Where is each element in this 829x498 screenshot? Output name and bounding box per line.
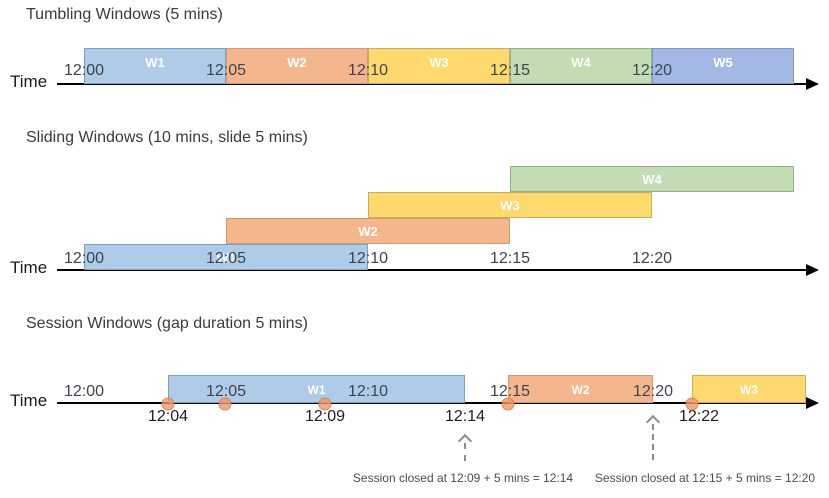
tumbling-timeline-arrowhead-icon	[806, 78, 819, 90]
event-time-label: 12:22	[678, 408, 720, 425]
event-time-label: 12:04	[147, 408, 189, 425]
window-label: W5	[713, 55, 733, 70]
window-label: W2	[358, 223, 378, 239]
window-label: W3	[500, 197, 520, 213]
window-label: W1	[307, 383, 326, 397]
sliding-timeline-arrowhead-icon	[806, 264, 819, 276]
arrow-stem	[464, 443, 466, 461]
tick-label: 12:20	[632, 383, 674, 400]
arrowhead	[645, 414, 661, 430]
window-label: W2	[287, 55, 307, 70]
event-dot	[161, 397, 175, 411]
tumbling-window-w4: W4	[510, 48, 652, 84]
window-label: W1	[145, 55, 165, 70]
sliding-window-w4: W4	[510, 166, 794, 192]
tick-label: 12:05	[205, 250, 247, 267]
sliding-window-w2: W2	[226, 218, 510, 244]
sliding-window-w3: W3	[368, 192, 652, 218]
event-dot	[318, 397, 332, 411]
tick-label: 12:15	[489, 62, 531, 79]
tumbling-timeline	[57, 83, 808, 85]
sliding-timeline	[57, 269, 808, 271]
tumbling-window-w3: W3	[368, 48, 510, 84]
arrowhead	[457, 433, 473, 449]
session-timeline	[57, 402, 808, 404]
tick-label: 12:00	[63, 62, 105, 79]
tick-label: 12:05	[205, 62, 247, 79]
arrow-stem	[652, 424, 654, 460]
event-dot	[218, 397, 232, 411]
tick-label: 12:10	[347, 383, 389, 400]
sliding-section-title: Sliding Windows (10 mins, slide 5 mins)	[26, 129, 308, 146]
session-timeline-arrowhead-icon	[806, 397, 819, 409]
window-label: W2	[571, 383, 590, 397]
tumbling-window-w2: W2	[226, 48, 368, 84]
event-dot	[501, 397, 515, 411]
tumbling-time-axis-label: Time	[10, 72, 48, 91]
session-window-w1: W1	[168, 375, 465, 403]
tick-label: 12:10	[347, 250, 389, 267]
session-window-w2: W2	[508, 375, 653, 403]
sliding-time-axis-label: Time	[10, 258, 48, 277]
event-time-label: 12:09	[304, 408, 346, 425]
session-close-annotation: Session closed at 12:09 + 5 mins = 12:14	[352, 471, 574, 485]
tick-label: 12:15	[489, 250, 531, 267]
window-label: W4	[571, 55, 591, 70]
window-label: W3	[740, 383, 758, 397]
tumbling-section-title: Tumbling Windows (5 mins)	[26, 6, 223, 23]
tumbling-window-w1: W1	[84, 48, 226, 84]
dashed-arrow-up-icon	[457, 433, 473, 461]
tick-label: 12:00	[63, 250, 105, 267]
session-window-w3: W3	[692, 375, 806, 403]
window-label: W1	[216, 249, 236, 265]
tick-label: 12:15	[489, 383, 531, 400]
tumbling-window-w5: W5	[652, 48, 794, 84]
tick-label: 12:20	[631, 62, 673, 79]
tick-label: 12:20	[631, 250, 673, 267]
window-label: W4	[642, 171, 662, 187]
tick-label: 12:00	[63, 383, 105, 400]
event-time-label: 12:14	[444, 408, 486, 425]
sliding-window-w1: W1	[84, 244, 368, 270]
tick-label: 12:10	[347, 62, 389, 79]
session-time-axis-label: Time	[10, 391, 48, 410]
event-dot	[685, 397, 699, 411]
session-close-annotation: Session closed at 12:15 + 5 mins = 12:20	[594, 471, 816, 485]
tick-label: 12:05	[205, 383, 247, 400]
window-label: W3	[429, 55, 449, 70]
session-section-title: Session Windows (gap duration 5 mins)	[26, 315, 308, 332]
dashed-arrow-up-icon	[645, 414, 661, 460]
